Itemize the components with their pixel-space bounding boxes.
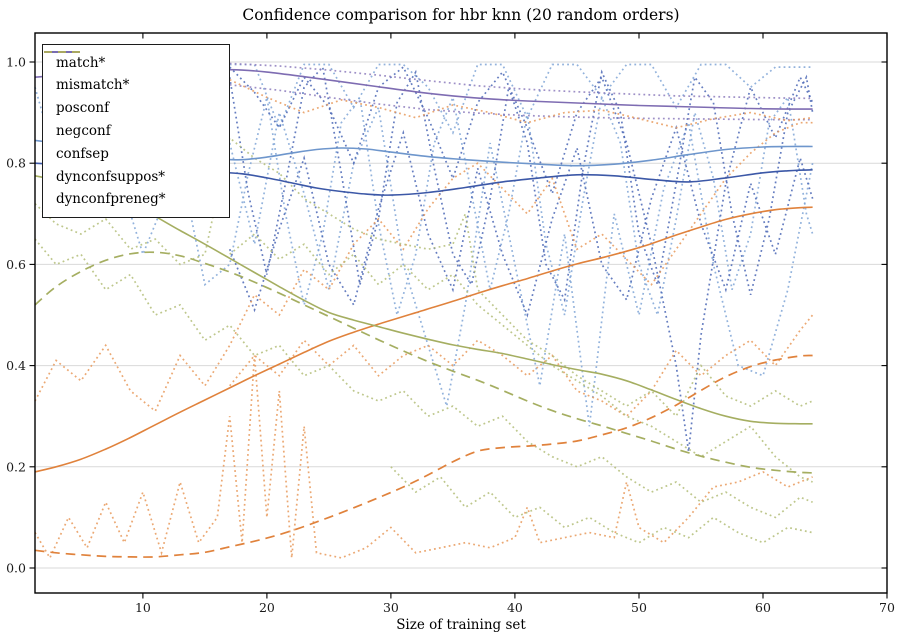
legend-label: posconf [56,100,110,117]
y-tick-label: 0.8 [6,156,26,171]
run-line-run-lightblue-3 [228,104,814,427]
legend-label: mismatch* [56,77,130,94]
x-tick-label: 60 [755,600,771,615]
x-tick-label: 70 [879,600,895,615]
run-line-run-olive-4 [390,466,813,544]
x-axis-label: Size of training set [396,617,526,633]
run-line-run-darkblue-1 [228,65,814,303]
series-line-dynconfsuppos [34,354,813,558]
legend-item: posconf [44,51,223,119]
legend-label: dynconfpreneg* [56,191,166,208]
x-tick-label: 20 [259,600,275,615]
x-tick-label: 50 [631,600,647,615]
run-line-run-orange-2 [34,121,813,413]
run-line-run-orange-1 [229,78,813,129]
run-line-run-lightblue-2 [34,87,814,319]
legend-item: negconf [44,51,223,141]
legend-item: dynconfpreneg* [44,51,223,210]
y-tick-label: 0.0 [6,561,26,576]
legend-item: confsep [44,51,223,164]
y-tick-label: 0.6 [6,257,26,272]
legend-label: dynconfsuppos* [56,168,166,185]
legend-item: dynconfsuppos* [44,51,223,187]
run-line-run-purple-2 [229,83,813,121]
legend-label: negconf [56,122,111,139]
y-tick-label: 0.2 [6,459,26,474]
legend-item: match* [44,51,223,73]
run-line-run-darkblue-3 [228,124,814,318]
legend-swatch-dashed [44,51,80,53]
legend-item: mismatch* [44,51,223,96]
legend-label: confsep [56,145,109,162]
plot-border [34,32,888,594]
chart-title: Confidence comparison for hbr knn (20 ra… [242,6,680,24]
series-line-match [34,206,813,473]
x-tick-label: 10 [135,600,151,615]
y-tick-label: 0.4 [6,358,26,373]
legend-label: match* [56,54,106,71]
run-line-run-olive-3 [229,232,813,483]
legend-box: match* mismatch* posconf negconf confsep dync… [42,44,230,218]
x-tick-label: 40 [507,600,523,615]
series-line-mismatch [34,175,813,425]
series-line-dynconfpreneg [34,251,813,474]
x-tick-label: 30 [383,600,399,615]
y-tick-label: 1.0 [6,55,26,70]
run-line-run-orange-3 [34,355,813,560]
